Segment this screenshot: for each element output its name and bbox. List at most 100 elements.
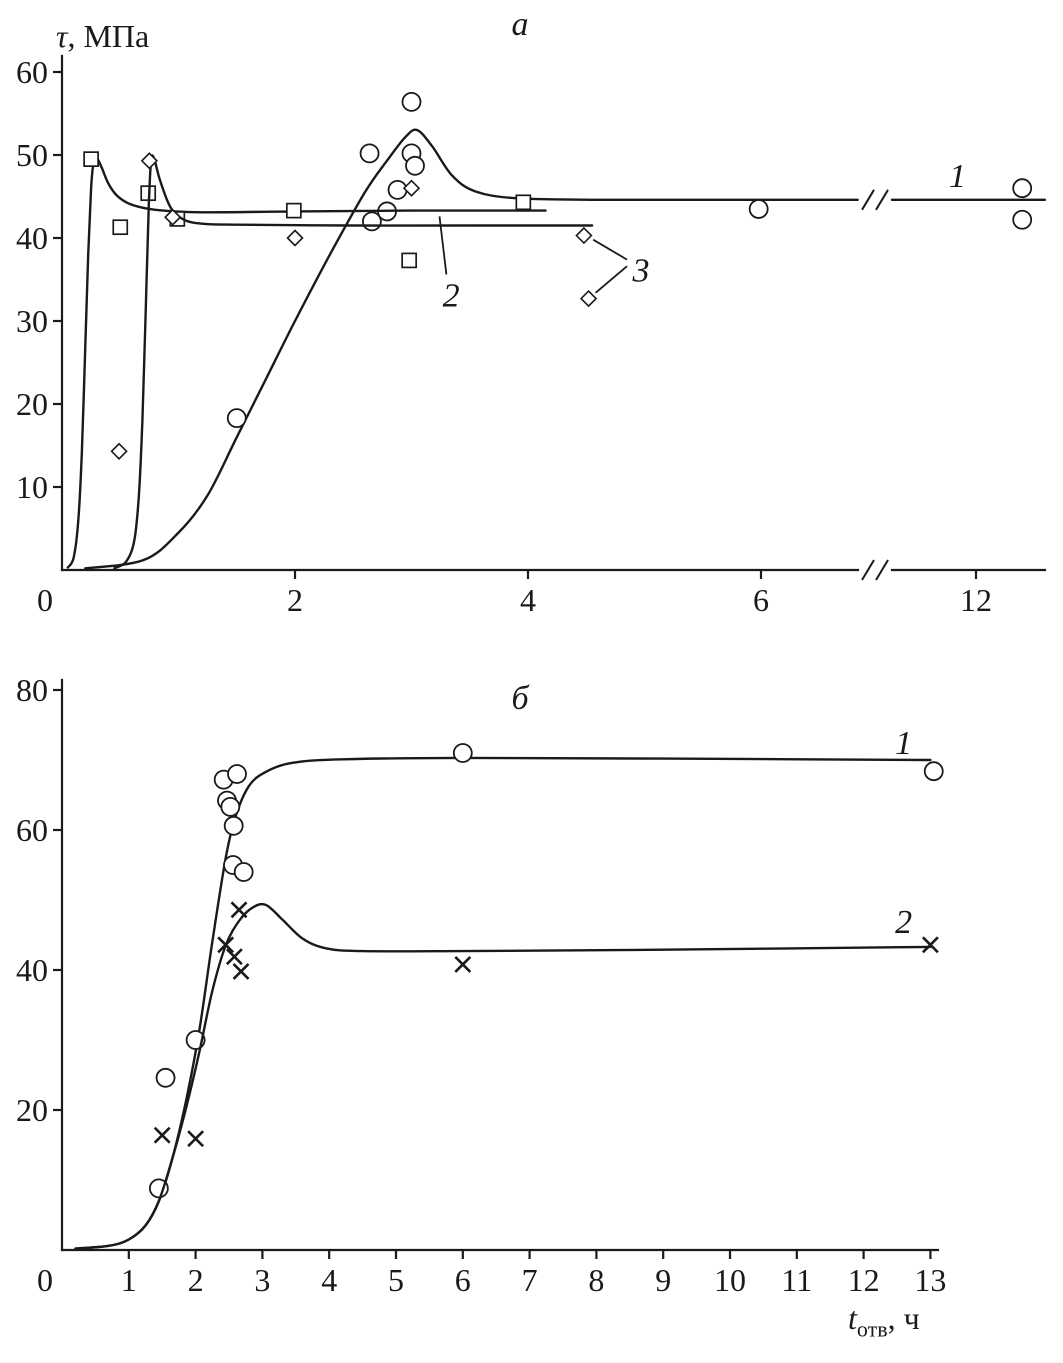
axes [60,54,1047,572]
time-symbol: t [848,1300,857,1336]
cross-marker [217,936,235,954]
break-slash [861,559,875,581]
diamond-marker [110,442,128,460]
series-2-square [66,151,547,569]
circle-marker [748,199,769,219]
tau-symbol: τ [56,18,68,54]
panel-a-title: а [511,6,529,43]
cross-marker [153,1126,171,1144]
x-tick-label: 5 [388,1262,404,1298]
series-1-circle [74,743,944,1250]
cross-marker [230,901,248,919]
tau-units: , МПа [67,18,150,54]
series-2-cross [74,901,939,1250]
x-origin-label: 0 [37,1262,53,1298]
pointer-line [438,216,448,275]
y-tick-label: 40 [16,952,48,988]
x-tick-label: 6 [455,1262,471,1298]
cross-marker [187,1130,205,1148]
x-tick-label: 11 [781,1262,812,1298]
cross-marker [454,955,472,973]
curve-label-1: 1 [895,725,912,762]
series-3-diamond [110,152,598,570]
time-subscript: отв [856,1316,888,1342]
diamond-marker [575,226,593,245]
circle-marker [220,796,241,817]
y-tick-label: 30 [16,303,48,339]
ticks [53,688,932,1259]
break-slash [875,559,889,581]
x-tick-label: 4 [520,582,536,618]
x-tick-label: 10 [714,1262,746,1298]
circle-marker [155,1067,176,1088]
panel-b-title: б [511,680,529,717]
curve-label-3: 3 [592,238,650,294]
x-tick-label: 2 [287,582,303,618]
y-tick-label: 20 [16,1092,48,1128]
cross-marker [225,948,243,966]
time-units: , ч [887,1300,920,1336]
x-tick-label: 12 [848,1262,880,1298]
y-tick-label: 10 [16,469,48,505]
curve-label-text: 1 [949,158,966,195]
curve-label-text: 2 [895,904,912,941]
y-tick-label: 50 [16,137,48,173]
fitted-curve [74,902,932,1250]
square-marker [401,252,418,269]
curve-label-text: 2 [443,277,460,314]
diamond-marker [140,152,159,170]
fitted-curve [66,156,547,569]
series-1-circle [84,91,1047,570]
cross-marker [232,962,250,980]
square-marker [112,219,129,236]
x-tick-label: 9 [655,1262,671,1298]
curve-label-2: 2 [438,216,460,314]
circle-marker [452,743,473,763]
x-tick-label: 2 [188,1262,204,1298]
x-tick-label: 13 [914,1262,946,1298]
circle-marker [401,91,422,112]
fitted-curve [84,128,859,570]
curve-label-text: 1 [895,725,912,762]
x-tick-label: 8 [588,1262,604,1298]
circle-marker [223,815,244,836]
circle-marker [227,764,247,784]
square-marker [83,151,99,167]
panel-b-x-axis-label: tотв, ч [848,1300,920,1340]
circle-marker [226,408,247,429]
curve-break-icon [861,189,889,211]
y-tick-label: 20 [16,386,48,422]
pointer-line [595,265,628,294]
fitted-curve [113,154,594,570]
x-tick-label: 4 [321,1262,337,1298]
x-tick-label: 3 [254,1262,270,1298]
break-slash [861,189,875,211]
x-tick-label: 1 [121,1262,137,1298]
circle-marker [148,1178,169,1199]
break-slash [875,189,889,211]
curve-label-2: 2 [895,904,912,941]
x-tick-label: 7 [522,1262,538,1298]
diamond-marker [286,229,304,247]
pointer-line [592,238,628,261]
panel-a-y-axis-label: τ, МПа [56,18,149,55]
y-tick-label: 80 [16,672,48,708]
ticks [53,70,978,579]
axes [60,678,940,1252]
circle-marker [1012,209,1033,230]
x-tick-label: 6 [753,582,769,618]
circle-marker [359,143,380,164]
circle-marker [1012,178,1033,199]
y-tick-label: 60 [16,54,48,90]
x-axis-break-icon [861,559,889,581]
square-marker [285,202,302,219]
curve-label-1: 1 [949,158,966,195]
y-tick-label: 60 [16,812,48,848]
diamond-marker [402,179,421,197]
